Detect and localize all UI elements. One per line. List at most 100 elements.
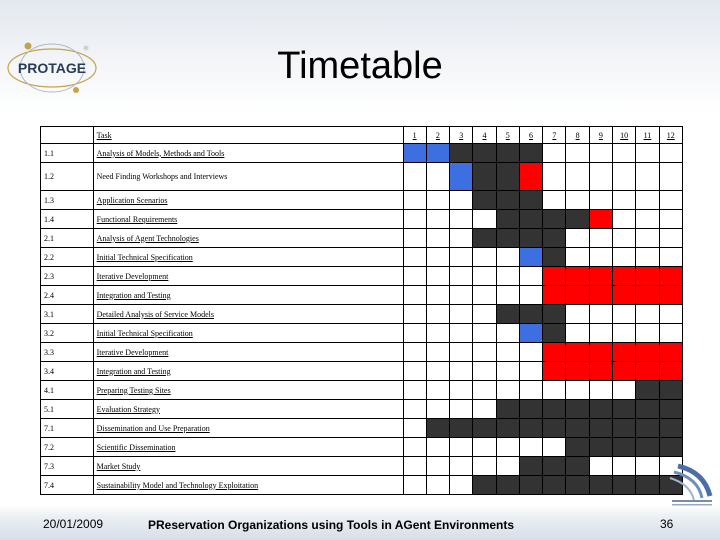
schedule-cell bbox=[518, 342, 544, 362]
schedule-cell bbox=[495, 209, 520, 229]
header-month: 7 bbox=[542, 126, 567, 144]
schedule-cell bbox=[425, 190, 451, 210]
row-task: Dissemination and Use Preparation bbox=[92, 418, 404, 438]
schedule-cell bbox=[542, 162, 567, 191]
schedule-cell bbox=[449, 228, 474, 248]
schedule-cell bbox=[635, 162, 660, 191]
schedule-cell bbox=[402, 342, 427, 362]
schedule-cell bbox=[402, 437, 427, 457]
schedule-cell bbox=[495, 361, 520, 381]
header-month: 12 bbox=[658, 126, 684, 144]
schedule-cell bbox=[402, 475, 427, 495]
schedule-cell bbox=[635, 475, 660, 495]
schedule-cell bbox=[565, 418, 590, 438]
schedule-cell bbox=[635, 285, 660, 305]
schedule-cell bbox=[588, 380, 614, 400]
schedule-cell bbox=[402, 190, 427, 210]
schedule-cell bbox=[542, 437, 567, 457]
schedule-cell bbox=[658, 162, 684, 191]
schedule-cell bbox=[635, 266, 660, 286]
schedule-cell bbox=[472, 143, 497, 163]
table-row: 3.4 Integration and Testing bbox=[40, 361, 684, 381]
schedule-cell bbox=[542, 266, 567, 286]
schedule-cell bbox=[425, 247, 451, 267]
schedule-cell bbox=[612, 380, 637, 400]
schedule-cell bbox=[542, 209, 567, 229]
header-month: 6 bbox=[518, 126, 544, 144]
schedule-cell bbox=[588, 399, 614, 419]
header-row: Task 1 2 3 4 5 6 7 8 9 10 11 12 bbox=[40, 126, 684, 144]
schedule-cell bbox=[612, 342, 637, 362]
schedule-cell bbox=[542, 228, 567, 248]
row-id: 7.3 bbox=[40, 456, 94, 476]
schedule-cell bbox=[542, 399, 567, 419]
schedule-cell bbox=[658, 209, 684, 229]
schedule-cell bbox=[449, 342, 474, 362]
schedule-cell bbox=[658, 228, 684, 248]
eu-programme-logo bbox=[669, 463, 713, 506]
row-id: 3.3 bbox=[40, 342, 94, 362]
schedule-cell bbox=[518, 456, 544, 476]
schedule-cell bbox=[658, 437, 684, 457]
schedule-cell bbox=[658, 418, 684, 438]
schedule-cell bbox=[495, 143, 520, 163]
schedule-cell bbox=[495, 380, 520, 400]
schedule-cell bbox=[449, 143, 474, 163]
schedule-cell bbox=[518, 247, 544, 267]
schedule-cell bbox=[495, 437, 520, 457]
schedule-cell bbox=[612, 304, 637, 324]
row-id: 1.3 bbox=[40, 190, 94, 210]
schedule-cell bbox=[588, 247, 614, 267]
schedule-cell bbox=[472, 304, 497, 324]
schedule-cell bbox=[518, 266, 544, 286]
row-id: 5.1 bbox=[40, 399, 94, 419]
schedule-cell bbox=[565, 323, 590, 343]
schedule-cell bbox=[518, 475, 544, 495]
schedule-cell bbox=[402, 266, 427, 286]
schedule-cell bbox=[425, 361, 451, 381]
table-row: 7.3 Market Study bbox=[40, 456, 684, 476]
header-band bbox=[0, 0, 720, 112]
schedule-cell bbox=[635, 399, 660, 419]
schedule-cell bbox=[612, 247, 637, 267]
schedule-cell bbox=[588, 228, 614, 248]
schedule-cell bbox=[425, 266, 451, 286]
schedule-cell bbox=[425, 143, 451, 163]
schedule-cell bbox=[658, 323, 684, 343]
schedule-cell bbox=[402, 143, 427, 163]
schedule-cell bbox=[449, 456, 474, 476]
schedule-cell bbox=[425, 380, 451, 400]
row-id: 1.1 bbox=[40, 143, 94, 163]
table-row: 3.1 Detailed Analysis of Service Models bbox=[40, 304, 684, 324]
schedule-cell bbox=[495, 323, 520, 343]
row-id: 1.2 bbox=[40, 162, 94, 191]
schedule-cell bbox=[635, 380, 660, 400]
schedule-cell bbox=[612, 162, 637, 191]
schedule-cell bbox=[495, 228, 520, 248]
schedule-cell bbox=[612, 456, 637, 476]
schedule-cell bbox=[588, 361, 614, 381]
row-id: 1.4 bbox=[40, 209, 94, 229]
schedule-cell bbox=[495, 285, 520, 305]
footer-band bbox=[0, 505, 720, 540]
schedule-cell bbox=[495, 456, 520, 476]
schedule-cell bbox=[472, 456, 497, 476]
schedule-cell bbox=[425, 228, 451, 248]
header-month: 11 bbox=[635, 126, 660, 144]
schedule-cell bbox=[495, 190, 520, 210]
row-id: 7.2 bbox=[40, 437, 94, 457]
schedule-cell bbox=[472, 418, 497, 438]
schedule-cell bbox=[588, 285, 614, 305]
schedule-cell bbox=[635, 342, 660, 362]
schedule-cell bbox=[449, 323, 474, 343]
schedule-cell bbox=[565, 247, 590, 267]
schedule-cell bbox=[542, 361, 567, 381]
schedule-cell bbox=[402, 418, 427, 438]
schedule-cell bbox=[658, 143, 684, 163]
table-row: 7.2 Scientific Dissemination bbox=[40, 437, 684, 457]
schedule-cell bbox=[565, 304, 590, 324]
schedule-cell bbox=[518, 418, 544, 438]
row-task: Detailed Analysis of Service Models bbox=[92, 304, 404, 324]
schedule-cell bbox=[472, 162, 497, 191]
row-task: Analysis of Models, Methods and Tools bbox=[92, 143, 404, 163]
